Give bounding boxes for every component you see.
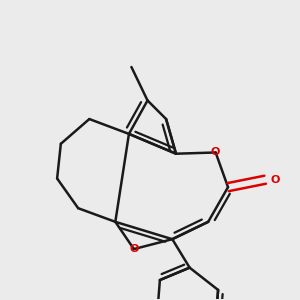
Text: O: O — [271, 175, 280, 185]
Text: O: O — [129, 244, 139, 254]
Text: O: O — [211, 148, 220, 158]
